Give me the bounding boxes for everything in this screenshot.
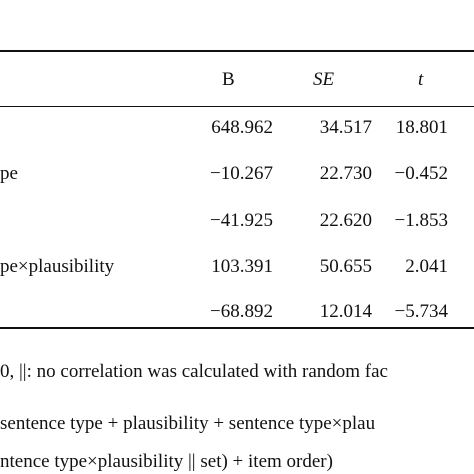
table-top-rule: [0, 50, 474, 52]
row-t-value: 2.041: [405, 256, 448, 277]
row-b-value: −68.892: [210, 301, 273, 322]
table-note-line-2: sentence type + plausibility + sentence …: [0, 413, 376, 434]
header-se: SE: [313, 69, 335, 90]
row-se-value: 22.730: [319, 163, 372, 184]
row-t-value: 18.801: [395, 117, 448, 138]
row-label: pe: [0, 163, 18, 184]
row-se-value: 12.014: [319, 301, 372, 322]
header-t: t: [418, 69, 424, 90]
row-t-value: −1.853: [394, 210, 448, 231]
row-b-value: −10.267: [210, 163, 273, 184]
row-se-value: 50.655: [319, 256, 372, 277]
row-b-value: 103.391: [211, 256, 273, 277]
row-se-value: 34.517: [319, 117, 372, 138]
table-note-line-3: ntence type×plausibility || set) + item …: [0, 451, 333, 472]
row-se-value: 22.620: [319, 210, 372, 231]
row-label: pe×plausibility: [0, 256, 115, 277]
row-b-value: −41.925: [210, 210, 273, 231]
row-b-value: 648.962: [211, 117, 273, 138]
row-t-value: −0.452: [394, 163, 448, 184]
table-bottom-rule: [0, 327, 474, 329]
header-b: B: [222, 69, 235, 90]
row-t-value: −5.734: [394, 301, 448, 322]
table-header-rule: [0, 106, 474, 107]
table-note-line-1: 0, ||: no correlation was calculated wit…: [0, 361, 388, 382]
